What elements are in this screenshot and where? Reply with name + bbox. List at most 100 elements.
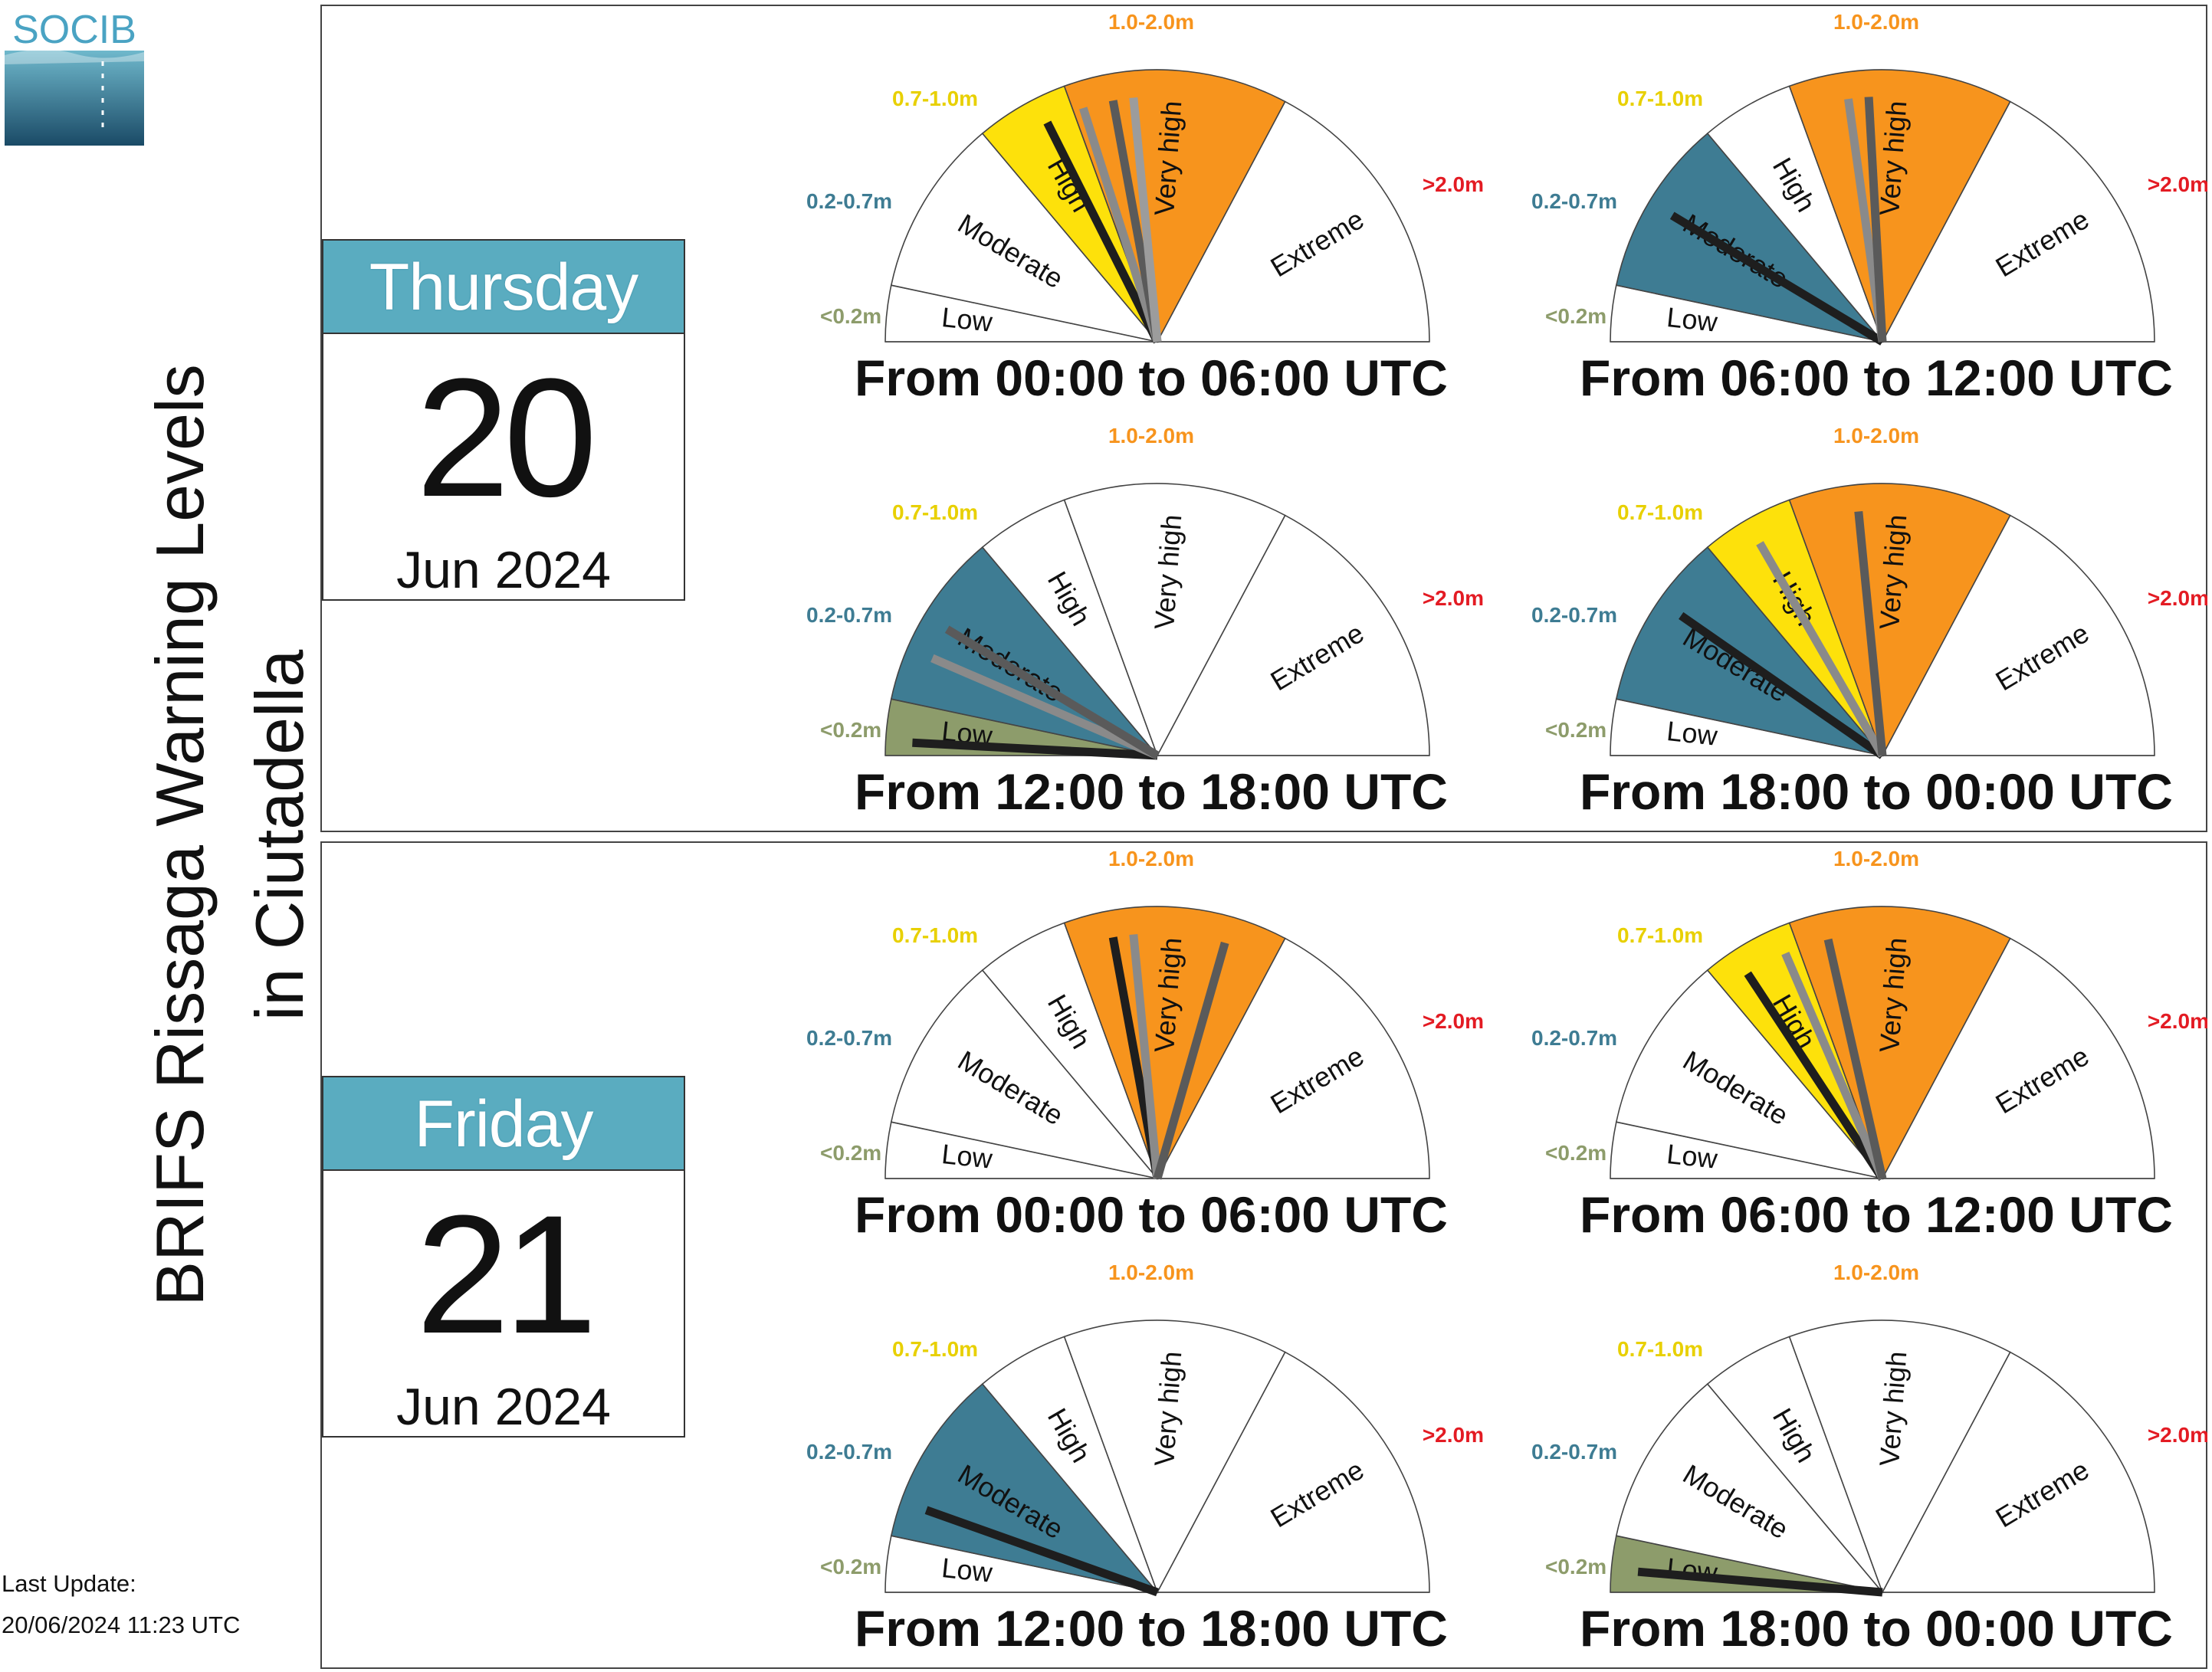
range-label: >2.0m xyxy=(1423,172,1484,196)
range-label: 0.2-0.7m xyxy=(806,1026,892,1050)
calendar-weekday: Thursday xyxy=(322,239,685,334)
needle xyxy=(1043,120,1161,344)
sector-moderate xyxy=(1615,132,1885,343)
range-label: 1.0-2.0m xyxy=(1108,847,1194,870)
range-label: 0.2-0.7m xyxy=(806,189,892,213)
title-line-1: BRIFS Rissaga Warning Levels xyxy=(142,364,218,1306)
socib-logo: SOCIB xyxy=(5,8,144,146)
range-label: 0.2-0.7m xyxy=(1531,189,1617,213)
needle xyxy=(1864,97,1887,343)
sector-extreme xyxy=(1156,937,1430,1179)
level-name-low: Low xyxy=(940,1552,995,1588)
needle xyxy=(1781,952,1887,1181)
range-label: >2.0m xyxy=(1423,586,1484,610)
last-update: Last Update: 20/06/2024 11:23 UTC xyxy=(2,1563,240,1646)
sector-extreme xyxy=(1881,1351,2155,1593)
needle xyxy=(1153,941,1229,1180)
range-label: <0.2m xyxy=(1545,304,1606,328)
range-label: 0.7-1.0m xyxy=(892,1337,978,1361)
range-label: >2.0m xyxy=(2148,1423,2207,1447)
range-label: <0.2m xyxy=(1545,718,1606,742)
gauge-time-label: From 06:00 to 12:00 UTC xyxy=(1580,1186,2173,1243)
range-label: 0.2-0.7m xyxy=(1531,1440,1617,1464)
range-label: 0.7-1.0m xyxy=(1617,87,1703,110)
range-label: 0.2-0.7m xyxy=(806,603,892,627)
sector-extreme xyxy=(1156,1351,1430,1593)
range-label: >2.0m xyxy=(2148,172,2207,196)
needle xyxy=(1129,97,1162,343)
range-label: >2.0m xyxy=(1423,1423,1484,1447)
needle xyxy=(1744,971,1886,1182)
needle xyxy=(1756,541,1886,758)
sector-moderate xyxy=(1615,969,1885,1180)
range-label: 1.0-2.0m xyxy=(1108,424,1194,448)
range-label: >2.0m xyxy=(2148,1009,2207,1033)
logo-text: SOCIB xyxy=(12,8,136,52)
range-label: 0.2-0.7m xyxy=(1531,603,1617,627)
calendar-month-year: Jun 2024 xyxy=(396,1378,611,1436)
level-name-low: Low xyxy=(1666,1138,1720,1175)
range-label: 0.7-1.0m xyxy=(892,87,978,110)
level-name-low: Low xyxy=(1666,1552,1720,1588)
sector-extreme xyxy=(1881,514,2155,756)
level-name-low: Low xyxy=(940,1138,995,1175)
sector-very-high xyxy=(1788,483,2011,757)
range-label: 0.2-0.7m xyxy=(1531,1026,1617,1050)
needle xyxy=(944,625,1160,759)
needle xyxy=(1854,510,1887,756)
last-update-label: Last Update: xyxy=(2,1570,136,1597)
gauge-time-label: From 06:00 to 12:00 UTC xyxy=(1580,349,2173,406)
range-label: 1.0-2.0m xyxy=(1833,847,1919,870)
range-label: 0.7-1.0m xyxy=(1617,500,1703,524)
range-label: 0.7-1.0m xyxy=(892,923,978,947)
needle xyxy=(1078,107,1162,343)
gauge-time-label: From 12:00 to 18:00 UTC xyxy=(855,763,1448,820)
needle xyxy=(1823,938,1887,1180)
calendar-day-number: 20 xyxy=(415,343,598,532)
sector-very-high xyxy=(1788,906,2011,1180)
sector-moderate xyxy=(890,132,1160,343)
gauge-time-label: From 00:00 to 06:00 UTC xyxy=(855,1186,1448,1243)
range-label: 0.7-1.0m xyxy=(1617,1337,1703,1361)
gauge-time-label: From 18:00 to 00:00 UTC xyxy=(1580,763,2173,820)
needle xyxy=(912,738,1158,760)
range-label: <0.2m xyxy=(820,1141,881,1165)
needle xyxy=(1679,611,1885,759)
gauge-time-label: From 00:00 to 06:00 UTC xyxy=(855,349,1448,406)
sector-moderate xyxy=(890,546,1160,757)
range-label: 1.0-2.0m xyxy=(1833,10,1919,34)
range-label: 1.0-2.0m xyxy=(1833,1261,1919,1284)
day-panel-thursday: Thursday 20 Jun 2024 Low Moderate High Very… xyxy=(320,5,2207,832)
needle xyxy=(1669,211,1885,346)
calendar-weekday: Friday xyxy=(322,1076,685,1171)
level-name-low: Low xyxy=(1666,715,1720,752)
sector-moderate xyxy=(1615,546,1885,757)
sector-very-high xyxy=(1063,483,1286,757)
needle xyxy=(1637,1567,1883,1597)
sector-very-high xyxy=(1788,1320,2011,1594)
calendar-month-year: Jun 2024 xyxy=(396,541,611,599)
level-name-low: Low xyxy=(940,301,995,338)
level-name-low: Low xyxy=(1666,301,1720,338)
sector-very-high xyxy=(1063,1320,1286,1594)
sector-moderate xyxy=(1615,1382,1885,1594)
sector-very-high xyxy=(1788,69,2011,343)
sector-extreme xyxy=(1156,514,1430,756)
sector-extreme xyxy=(1881,937,2155,1179)
needle xyxy=(924,1506,1159,1597)
sector-extreme xyxy=(1156,100,1430,343)
calendar-day-number: 21 xyxy=(415,1180,598,1369)
calendar-date: 20 Jun 2024 xyxy=(322,333,685,601)
sector-moderate xyxy=(890,969,1160,1180)
range-label: <0.2m xyxy=(820,304,881,328)
gauge-time-label: From 12:00 to 18:00 UTC xyxy=(855,1600,1448,1657)
last-update-value: 20/06/2024 11:23 UTC xyxy=(2,1611,241,1638)
day-panel-friday: Friday 21 Jun 2024 Low Moderate High Very h… xyxy=(320,841,2207,1669)
